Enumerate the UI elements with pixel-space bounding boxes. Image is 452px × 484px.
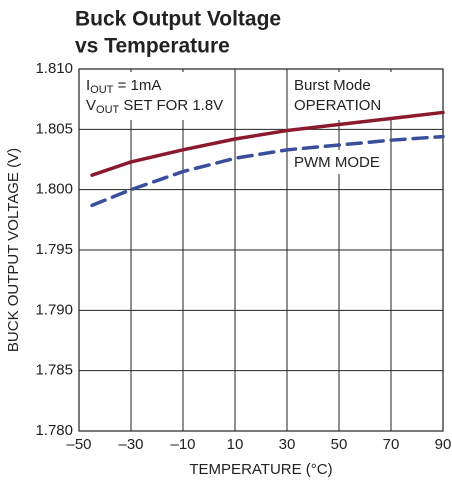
y-tick-label: 1.780 <box>35 422 73 439</box>
annotation: Burst Mode <box>294 77 371 94</box>
x-tick-label: –50 <box>66 436 91 453</box>
x-tick-label: 30 <box>279 436 296 453</box>
plot-frame <box>78 68 444 432</box>
annotation-text: SET FOR 1.8V <box>119 97 223 114</box>
annotation-text: I <box>86 77 90 94</box>
annotation: IOUT = 1mA <box>86 77 161 96</box>
x-axis-label: TEMPERATURE (°C) <box>189 461 332 478</box>
y-tick-label: 1.810 <box>35 60 73 77</box>
y-tick-label: 1.800 <box>35 181 73 198</box>
grid <box>78 68 444 432</box>
x-tick-label: –10 <box>170 436 195 453</box>
y-tick-label: 1.805 <box>35 120 73 137</box>
x-tick-label: 90 <box>435 436 452 453</box>
y-tick-label: 1.785 <box>35 362 73 379</box>
y-tick-label: 1.790 <box>35 301 73 318</box>
annotation-text: = 1mA <box>113 77 161 94</box>
series-line <box>90 110 445 177</box>
annotation-text: OUT <box>90 84 114 96</box>
y-axis-label: BUCK OUTPUT VOLTAGE (V) <box>5 148 22 352</box>
annotation-text: V <box>86 97 96 114</box>
chart-title: vs Temperature <box>75 35 230 58</box>
annotation-bg <box>83 72 233 120</box>
x-tick-label: 10 <box>227 436 244 453</box>
x-tick-label: 50 <box>331 436 348 453</box>
chart-title: Buck Output Voltage <box>75 8 281 31</box>
annotation: PWM MODE <box>294 154 380 171</box>
series-line <box>90 134 445 208</box>
annotation: OPERATION <box>294 97 381 114</box>
annotation-bg <box>290 150 390 174</box>
x-tick-label: 70 <box>383 436 400 453</box>
x-tick-label: –30 <box>118 436 143 453</box>
y-tick-label: 1.795 <box>35 241 73 258</box>
annotation-text: OUT <box>96 104 120 116</box>
annotation-bg <box>290 72 400 120</box>
annotation: VOUT SET FOR 1.8V <box>86 97 223 116</box>
